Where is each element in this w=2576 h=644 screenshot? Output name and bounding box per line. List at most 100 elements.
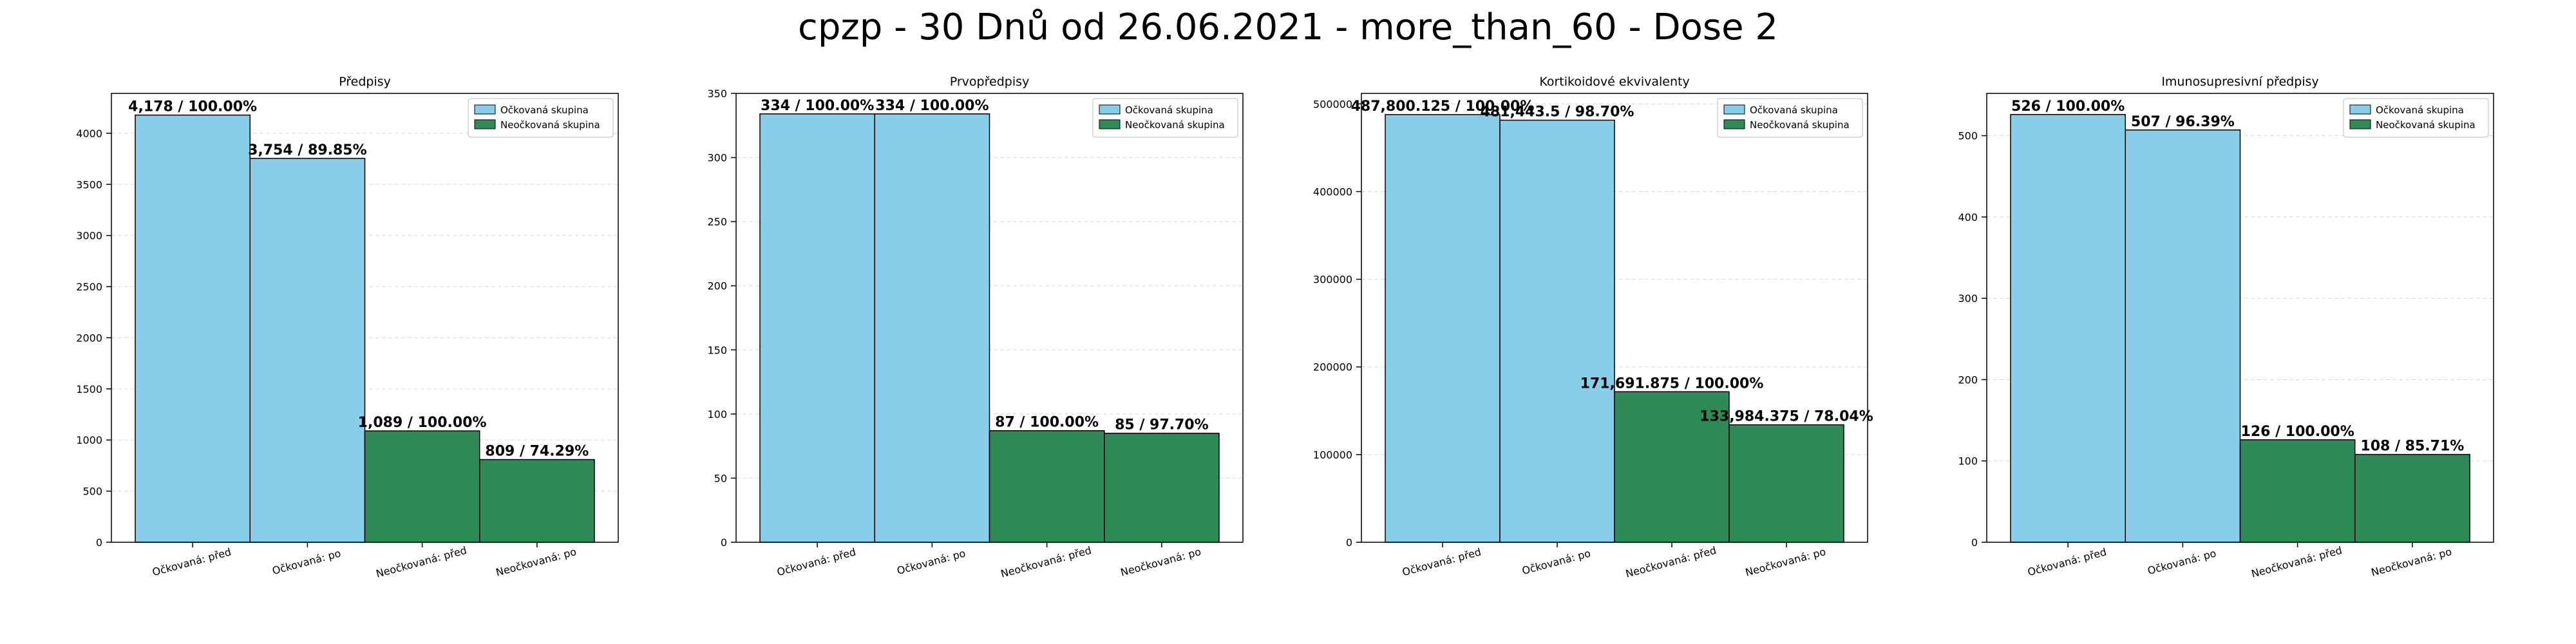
data-label: 507 / 96.39% <box>2131 114 2235 130</box>
data-label: 334 / 100.00% <box>761 98 874 114</box>
y-tick-label: 100 <box>707 408 727 421</box>
x-tick-label: Neočkovaná: po <box>495 545 578 579</box>
x-tick-label: Očkovaná: před <box>775 545 857 578</box>
legend-swatch <box>1099 119 1121 129</box>
bar <box>2239 439 2356 543</box>
x-tick-label: Neočkovaná: před <box>375 544 468 580</box>
chart-panel-1: 0 500 1000 1500 2000 2500 3000 3500 4000 4,178 / … <box>76 75 619 580</box>
x-tick-label: Neočkovaná: po <box>1119 545 1202 579</box>
y-tick-label: 100 <box>1958 455 1978 468</box>
data-label: 171,691.875 / 100.00% <box>1580 375 1764 392</box>
data-label: 487,800.125 / 100.00% <box>1351 99 1535 115</box>
x-tick-label: Očkovaná: po <box>1520 547 1592 577</box>
bar <box>1499 119 1615 543</box>
legend-label: Neočkovaná skupina <box>500 119 600 131</box>
y-tick-label: 400000 <box>1313 185 1352 198</box>
bar <box>1104 432 1220 543</box>
y-tick-label: 200000 <box>1313 361 1352 374</box>
legend-box <box>1092 98 1238 138</box>
axes-frame <box>1986 93 2494 543</box>
y-tick-label: 3000 <box>76 230 102 242</box>
legend-swatch <box>474 119 496 129</box>
y-tick-label: 100000 <box>1313 449 1352 461</box>
bar <box>989 430 1105 543</box>
data-label: 526 / 100.00% <box>2011 99 2125 115</box>
x-tick-label: Neočkovaná: po <box>2370 545 2453 579</box>
legend-label: Očkovaná skupina <box>1125 104 1213 116</box>
legend-swatch <box>2349 104 2371 115</box>
y-tick-label: 4000 <box>76 128 102 140</box>
chart-title: Prvopředpisy <box>950 75 1030 89</box>
legend-label: Očkovaná skupina <box>1750 104 1838 116</box>
axes-frame <box>735 93 1244 543</box>
data-label: 87 / 100.00% <box>995 415 1099 431</box>
x-tick-label: Neočkovaná: před <box>999 544 1093 580</box>
figure-title: cpzp - 30 Dnů od 26.06.2021 - more_than_… <box>798 6 1778 48</box>
legend-swatch <box>474 104 496 115</box>
legend-box <box>468 98 614 138</box>
y-tick-label: 500 <box>1958 130 1978 142</box>
bar <box>1614 391 1730 543</box>
bar <box>759 113 875 543</box>
bar <box>2125 129 2241 543</box>
y-tick-label: 200 <box>707 280 727 292</box>
x-tick-label: Očkovaná: před <box>2026 545 2108 578</box>
data-label: 126 / 100.00% <box>2241 424 2354 440</box>
x-tick-label: Neočkovaná: před <box>2250 544 2344 580</box>
y-tick-label: 2500 <box>76 281 102 293</box>
legend-label: Neočkovaná skupina <box>1750 119 1850 131</box>
axes-frame <box>1361 93 1868 543</box>
legend-swatch <box>1099 104 1121 115</box>
x-tick-label: Očkovaná: před <box>151 545 232 578</box>
y-tick-label: 300 <box>1958 292 1978 305</box>
x-tick-label: Neočkovaná: po <box>1744 545 1827 579</box>
legend-swatch <box>2349 119 2371 129</box>
y-tick-label: 250 <box>707 216 727 228</box>
y-tick-label: 150 <box>707 344 727 356</box>
y-tick-label: 0 <box>96 536 102 549</box>
data-label: 809 / 74.29% <box>485 444 589 460</box>
chart-panel-3: 0 100000 200000 300000 400000 500000487,800.1… <box>1313 75 1873 580</box>
bar <box>135 114 251 543</box>
data-label: 108 / 85.71% <box>2360 439 2464 455</box>
data-label: 4,178 / 100.00% <box>128 99 257 115</box>
x-tick-label: Očkovaná: po <box>271 547 343 577</box>
data-label: 3,754 / 89.85% <box>248 142 367 158</box>
y-tick-label: 0 <box>721 536 727 549</box>
legend-label: Očkovaná skupina <box>500 104 589 116</box>
chart-panel-2: 0 50 100 150 200 250 300 350 334 / 100.00% Očkova… <box>707 75 1244 580</box>
bar <box>2010 114 2126 543</box>
legend-swatch <box>1723 119 1745 129</box>
bar <box>249 158 366 543</box>
bar <box>364 430 480 543</box>
y-tick-label: 50 <box>714 472 727 484</box>
legend-label: Neočkovaná skupina <box>2376 119 2476 131</box>
y-tick-label: 1500 <box>76 383 102 395</box>
bar <box>2354 453 2470 543</box>
x-tick-label: Neočkovaná: před <box>1624 544 1718 580</box>
y-tick-label: 3500 <box>76 178 102 191</box>
legend-swatch <box>1723 104 1745 115</box>
bar <box>479 459 595 543</box>
legend-box <box>2343 98 2489 138</box>
chart-panel-4: 0 100 200 300 400 500 526 / 100.00% Očkovaná: p… <box>1958 75 2494 580</box>
y-tick-label: 2000 <box>76 332 102 344</box>
data-label: 334 / 100.00% <box>875 98 989 114</box>
y-tick-label: 300 <box>707 152 727 164</box>
y-tick-label: 0 <box>1971 536 1978 549</box>
y-tick-label: 400 <box>1958 211 1978 223</box>
y-tick-label: 300000 <box>1313 274 1352 286</box>
x-tick-label: Očkovaná: po <box>896 547 967 577</box>
x-tick-label: Očkovaná: po <box>2146 547 2218 577</box>
x-tick-label: Očkovaná: před <box>1401 545 1482 578</box>
y-tick-label: 500 <box>82 486 102 498</box>
chart-title: Předpisy <box>339 75 391 89</box>
legend-label: Neočkovaná skupina <box>1125 119 1225 131</box>
y-tick-label: 500000 <box>1313 98 1352 110</box>
data-label: 481,443.5 / 98.70% <box>1481 104 1634 120</box>
data-label: 85 / 97.70% <box>1115 417 1209 433</box>
axes-frame <box>111 93 619 543</box>
bar <box>1728 424 1844 543</box>
legend-box <box>1717 98 1863 138</box>
